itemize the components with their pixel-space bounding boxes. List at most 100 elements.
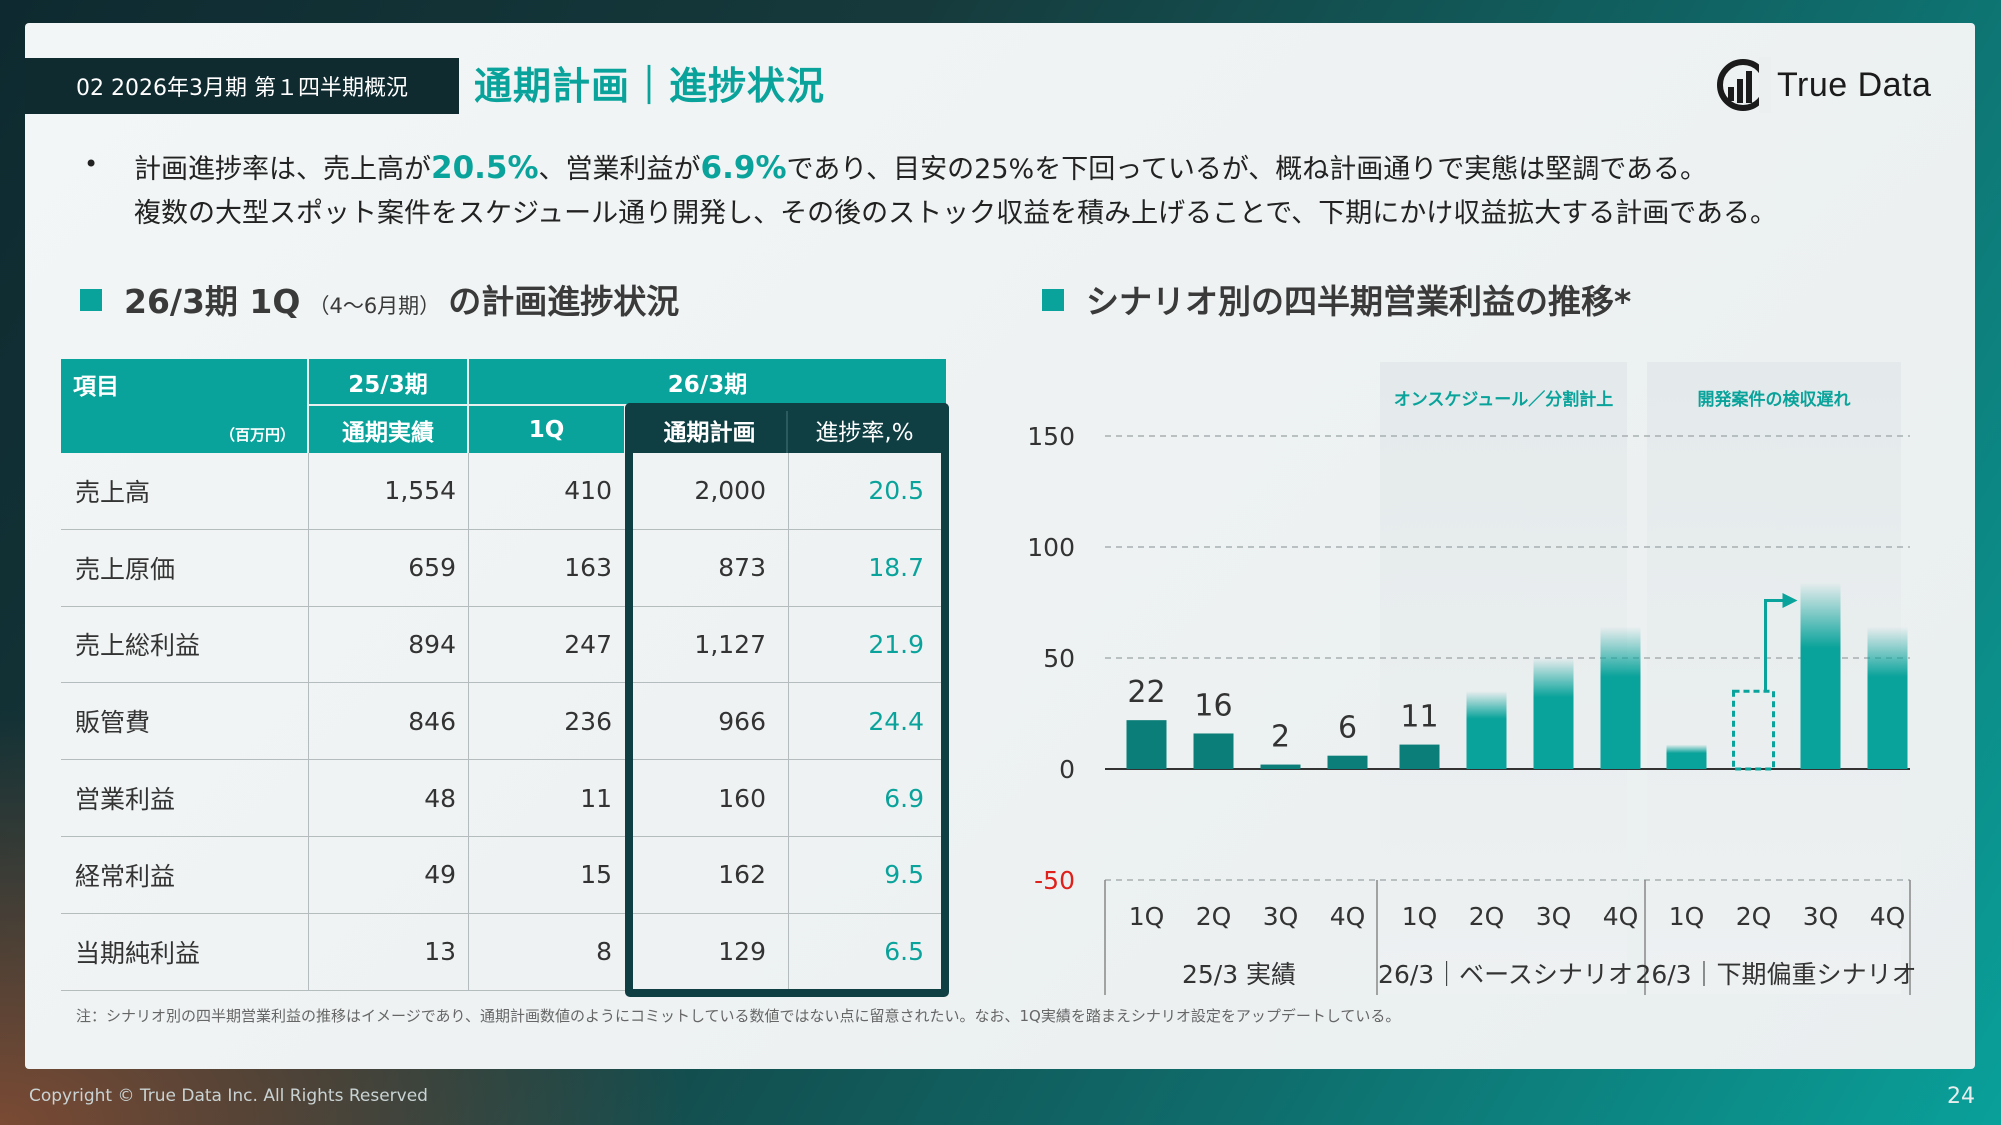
row-q1: 163	[469, 530, 624, 607]
x-tick-label: 1Q	[1402, 902, 1438, 931]
left-section-title: 26/3期 1Q （4～6月期） の計画進捗状況	[80, 275, 679, 323]
page-title: 通期計画｜進捗状況	[474, 64, 826, 108]
bar	[1867, 626, 1908, 769]
bar	[1193, 733, 1234, 769]
row-label: 売上総利益	[61, 606, 309, 684]
left-section-title-tail: の計画進捗状況	[448, 282, 680, 321]
bar	[1399, 744, 1440, 769]
row-plan: 2,000	[624, 453, 789, 530]
plan-progress-table: 項目 （百万円） 25/3期 26/3期 通期実績 1Q 売上高 1,554 410…	[61, 359, 946, 991]
group-label: 26/3｜ベースシナリオ	[1378, 960, 1633, 989]
x-tick-label: 2Q	[1469, 902, 1505, 931]
bar	[1260, 764, 1301, 769]
y-tick-label: 100	[1027, 533, 1075, 562]
summary-line-1: 計画進捗率は、売上高が20.5%、営業利益が6.9%であり、目安の25%を下回っ…	[134, 146, 1954, 192]
y-tick-label: -50	[1034, 866, 1075, 895]
logo-text: True Data	[1777, 65, 1932, 104]
bullet-marker: •	[84, 150, 99, 178]
header-unit-label: （百万円）	[219, 426, 295, 444]
row-plan: 873	[624, 529, 789, 607]
row-q1: 236	[469, 683, 624, 761]
x-tick-label: 2Q	[1196, 902, 1232, 931]
row-label: 当期純利益	[61, 913, 309, 991]
row-progress-rate: 18.7	[789, 530, 946, 607]
row-label: 営業利益	[61, 760, 309, 837]
x-tick-label: 1Q	[1669, 902, 1705, 931]
row-prev-actual: 13	[309, 913, 469, 991]
right-section-title: シナリオ別の四半期営業利益の推移*	[1042, 275, 1631, 323]
op-profit-progress-highlight: 6.9%	[700, 150, 787, 186]
group-label: 25/3 実績	[1182, 960, 1296, 989]
scenario-panel	[1380, 362, 1627, 994]
row-q1: 247	[469, 607, 624, 684]
bar-value-label: 16	[1194, 688, 1232, 723]
header-progress-rate: 進捗率,%	[815, 419, 914, 446]
row-plan: 162	[624, 837, 789, 914]
bar	[1327, 755, 1368, 769]
row-plan: 160	[624, 760, 789, 837]
x-tick-label: 3Q	[1536, 902, 1572, 931]
company-logo: True Data	[1715, 55, 1931, 115]
bar-value-label: 22	[1127, 675, 1165, 710]
footnote: 注：シナリオ別の四半期営業利益の推移はイメージであり、通期計画数値のようにコミッ…	[76, 1007, 1401, 1025]
bar	[1533, 658, 1574, 769]
row-plan: 1,127	[624, 606, 789, 684]
x-tick-label: 2Q	[1736, 902, 1772, 931]
header-curr-fy: 26/3期	[469, 359, 946, 406]
x-tick-label: 4Q	[1330, 902, 1366, 931]
x-tick-label: 1Q	[1129, 902, 1165, 931]
section-tag: 02 2026年3月期 第１四半期概況	[25, 58, 459, 114]
shift-arrow-icon	[1764, 593, 1798, 692]
summary-bullet: 計画進捗率は、売上高が20.5%、営業利益が6.9%であり、目安の25%を下回っ…	[134, 146, 1954, 236]
row-q1: 11	[469, 760, 624, 837]
summary-line-2: 複数の大型スポット案件をスケジュール通り開発し、その後のストック収益を積み上げる…	[134, 198, 1777, 229]
page-number: 24	[1947, 1084, 1975, 1109]
row-progress-rate: 24.4	[789, 683, 946, 761]
row-prev-actual: 49	[309, 837, 469, 914]
row-label: 販管費	[61, 683, 309, 761]
x-tick-label: 3Q	[1803, 902, 1839, 931]
copyright: Copyright © True Data Inc. All Rights Re…	[29, 1086, 428, 1106]
header-prev-fy: 25/3期	[309, 359, 469, 406]
bar	[1126, 720, 1167, 769]
row-prev-actual: 48	[309, 760, 469, 837]
square-bullet-icon	[1042, 289, 1064, 311]
y-tick-label: 150	[1027, 422, 1075, 451]
scenario-panel	[1647, 362, 1901, 994]
row-plan: 966	[624, 683, 789, 761]
header-item-label: 項目	[73, 374, 119, 400]
group-label: 26/3｜下期偏重シナリオ	[1635, 960, 1916, 989]
bar	[1466, 691, 1507, 769]
left-section-title-main: 26/3期 1Q	[124, 282, 301, 321]
square-bullet-icon	[80, 289, 102, 311]
x-tick-label: 4Q	[1603, 902, 1639, 931]
scenario-panel-header: 開発案件の検収遅れ	[1698, 389, 1851, 410]
bar	[1600, 626, 1641, 769]
header-plan: 通期計画	[633, 406, 788, 453]
bar	[1666, 744, 1707, 769]
row-plan: 129	[624, 913, 789, 991]
row-progress-rate: 6.5	[789, 914, 946, 991]
row-label: 売上原価	[61, 529, 309, 607]
left-section-title-period: （4～6月期）	[308, 294, 441, 318]
row-prev-actual: 846	[309, 683, 469, 761]
row-q1: 15	[469, 837, 624, 914]
scenario-panel-header: オンスケジュール／分割計上	[1394, 389, 1613, 410]
row-label: 売上高	[61, 453, 309, 530]
bar-value-label: 11	[1400, 700, 1438, 735]
y-tick-label: 0	[1059, 755, 1075, 784]
x-tick-label: 4Q	[1870, 902, 1906, 931]
header-prev-actual: 通期実績	[309, 406, 469, 453]
row-prev-actual: 659	[309, 529, 469, 607]
true-data-logo-icon	[1717, 57, 1771, 113]
summary-text: 、営業利益が	[538, 154, 701, 185]
row-progress-rate: 20.5	[789, 453, 946, 530]
row-progress-rate: 9.5	[789, 837, 946, 914]
row-prev-actual: 1,554	[309, 453, 469, 530]
header-item-cell: 項目 （百万円）	[61, 359, 309, 453]
row-progress-rate: 21.9	[789, 607, 946, 684]
bar	[1800, 582, 1841, 769]
scenario-op-profit-chart: オンスケジュール／分割計上 開発案件の検収遅れ -50 0 50 100 150 22 1Q 16…	[1027, 362, 1917, 995]
bar-value-label: 2	[1271, 720, 1290, 755]
y-tick-label: 50	[1043, 644, 1075, 673]
